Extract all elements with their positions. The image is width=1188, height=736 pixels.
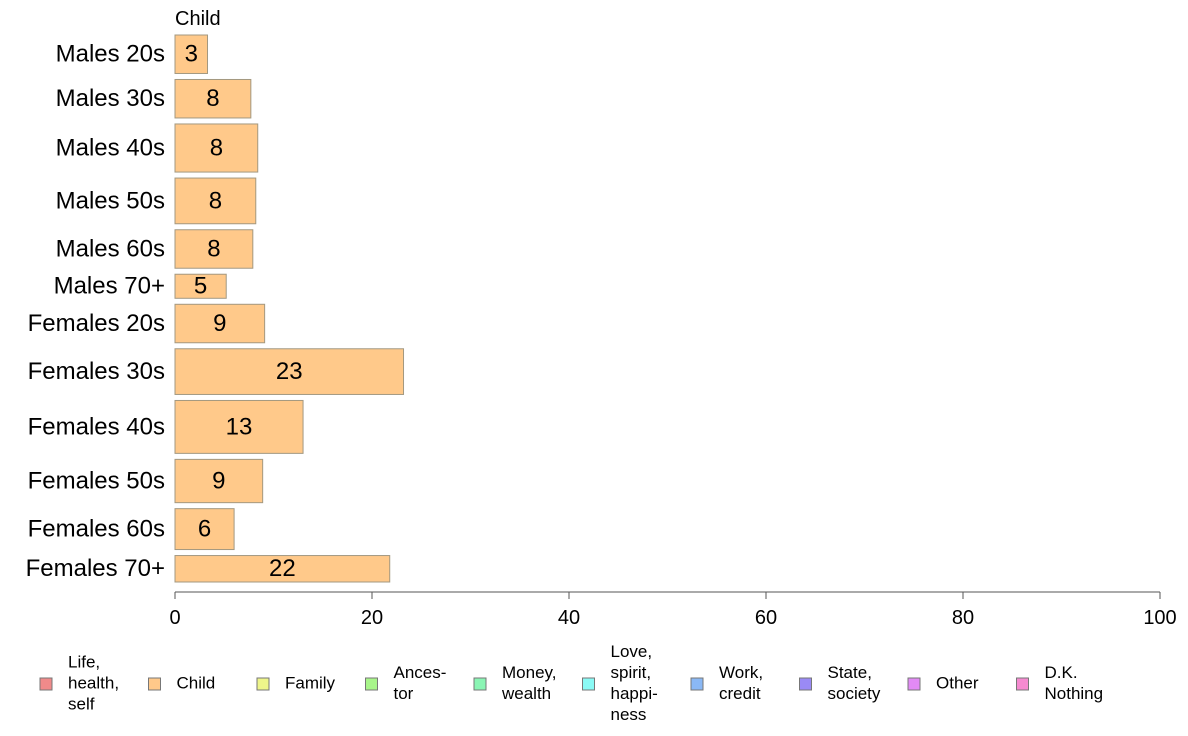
x-tick-label: 60: [755, 607, 777, 629]
x-tick-label: 100: [1143, 607, 1176, 629]
legend-swatch: [148, 677, 161, 691]
bars-group: Males 20s 3 Males 30s 8 Males 40s 8 Males 50s 8…: [26, 34, 405, 583]
bar: [174, 273, 227, 299]
legend-label: Nothing: [1045, 684, 1104, 703]
x-tick-label: 40: [558, 607, 580, 629]
category-label: Males 40s: [56, 134, 165, 161]
legend-item: Family: [256, 673, 336, 692]
bar: [174, 399, 304, 454]
value-label: 23: [276, 358, 303, 385]
legend-swatch: [256, 677, 270, 691]
bar-group: Females 70+ 22: [26, 555, 391, 583]
legend-label: ness: [611, 705, 647, 724]
bar: [174, 458, 264, 504]
legend-item: Money, wealth: [473, 663, 557, 703]
x-tick-label: 20: [361, 607, 383, 629]
category-label: Females 30s: [28, 358, 165, 385]
category-label: Males 30s: [56, 85, 165, 112]
value-label: 13: [226, 413, 253, 440]
bar: [174, 303, 266, 344]
category-label: Females 60s: [28, 515, 165, 542]
legend-swatch: [582, 677, 595, 691]
legend-item: Life, health, self: [39, 652, 119, 713]
bar-group: Males 20s 3: [56, 34, 209, 74]
legend-swatch: [39, 677, 53, 691]
legend-swatch: [907, 677, 921, 691]
legend-label: credit: [719, 684, 761, 703]
legend-label: Other: [936, 673, 979, 692]
legend-swatch: [799, 677, 812, 691]
value-label: 8: [209, 187, 222, 214]
value-label: 6: [198, 515, 211, 542]
category-label: Females 70+: [26, 555, 165, 582]
legend-item: Work, credit: [690, 663, 763, 703]
value-label: 9: [212, 467, 225, 494]
category-label: Females 20s: [28, 310, 165, 337]
legend-swatch: [365, 677, 378, 691]
category-label: Females 40s: [28, 413, 165, 440]
value-label: 8: [210, 134, 223, 161]
bar-group: Females 60s 6: [28, 508, 235, 551]
bar: [174, 508, 235, 551]
legend-label: tor: [394, 684, 414, 703]
value-label: 8: [206, 85, 219, 112]
bar-group: Males 70+ 5: [54, 273, 227, 300]
legend-item: Ances-tor: [365, 663, 447, 703]
value-label: 9: [213, 310, 226, 337]
bar-group: Females 30s 23: [28, 348, 405, 395]
bar: [174, 229, 254, 269]
x-tick-label: 80: [952, 607, 974, 629]
bar-group: Males 60s 8: [56, 229, 254, 269]
legend-label: wealth: [501, 684, 551, 703]
legend-label: Child: [177, 673, 216, 692]
legend-swatch: [690, 677, 704, 691]
legend-label: happi-: [611, 684, 658, 703]
legend-label: society: [828, 684, 881, 703]
legend-swatch: [1016, 677, 1029, 691]
legend-label: Family: [285, 673, 336, 692]
bar: [174, 348, 405, 395]
legend-item: Child: [148, 673, 216, 692]
legend-label: spirit,: [611, 663, 652, 682]
category-label: Males 70+: [54, 273, 165, 300]
bar: [174, 555, 391, 583]
legend-label: Life,: [68, 652, 100, 671]
legend-label: Money,: [502, 663, 557, 682]
bar: [174, 123, 259, 173]
legend-label: Ances-: [394, 663, 447, 682]
legend-swatch: [473, 677, 487, 691]
bar: [174, 177, 257, 225]
bar-group: Females 50s 9: [28, 458, 264, 504]
legend: Life, health, self Child Family Ances-tor Mone…: [39, 642, 1104, 724]
category-label: Females 50s: [28, 467, 165, 494]
legend-item: D.K. Nothing: [1016, 663, 1104, 703]
value-label: 3: [185, 41, 198, 68]
bar-group: Males 30s 8: [56, 78, 252, 119]
bar-group: Males 40s 8: [56, 123, 259, 173]
value-label: 8: [207, 235, 220, 262]
category-label: Males 60s: [56, 235, 165, 262]
legend-label: Work,: [719, 663, 763, 682]
category-label: Males 20s: [56, 41, 165, 68]
legend-label: State,: [828, 663, 872, 682]
legend-label: Love,: [611, 642, 653, 661]
bar-group: Females 20s 9: [28, 303, 266, 344]
bar-group: Males 50s 8: [56, 177, 257, 225]
value-label: 22: [269, 555, 296, 582]
x-tick-label: 0: [169, 607, 180, 629]
legend-label: self: [68, 694, 95, 713]
legend-item: State, society: [799, 663, 881, 703]
bar: [174, 34, 209, 74]
bar: [174, 78, 252, 119]
legend-item: Other: [907, 673, 979, 692]
bar-group: Females 40s 13: [28, 399, 304, 454]
x-axis: 0 20 40 60 80 100: [169, 591, 1177, 629]
category-label: Males 50s: [56, 187, 165, 214]
chart-title: Child: [175, 8, 221, 30]
legend-label: health,: [68, 673, 119, 692]
legend-label: D.K.: [1045, 663, 1078, 682]
legend-item: Love, spirit, happi-ness: [582, 642, 658, 724]
value-label: 5: [194, 273, 207, 300]
